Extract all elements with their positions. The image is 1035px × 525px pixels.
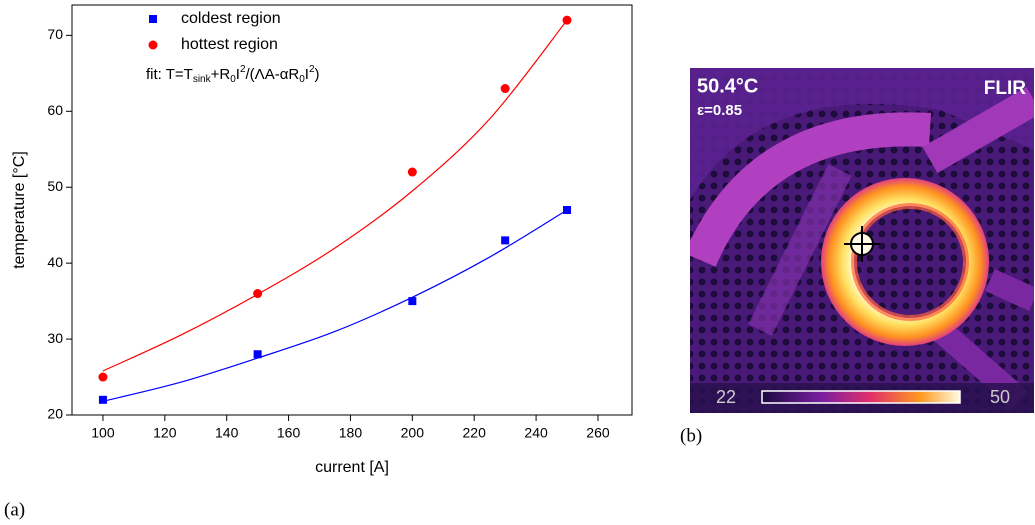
caption-a: (a) bbox=[4, 499, 25, 520]
annotation-part: +R bbox=[211, 66, 231, 83]
image-brand: FLIR bbox=[984, 78, 1026, 99]
data-point bbox=[253, 350, 262, 359]
thermal-image bbox=[690, 68, 1034, 413]
data-point bbox=[98, 372, 108, 382]
legend-marker bbox=[148, 40, 158, 50]
data-point bbox=[407, 167, 417, 177]
y-tick-label: 20 bbox=[47, 406, 63, 422]
data-point bbox=[98, 395, 107, 404]
x-tick-label: 160 bbox=[277, 425, 301, 441]
annotation-part: 0 bbox=[230, 74, 236, 85]
plot-frame bbox=[71, 4, 633, 416]
annotation-part: ) bbox=[315, 66, 320, 83]
annotation-part: 2 bbox=[309, 64, 315, 75]
x-axis-label: current [A] bbox=[315, 459, 389, 476]
annotation-part: I bbox=[305, 66, 309, 83]
legend-marker bbox=[149, 15, 157, 23]
annotation-part: 2 bbox=[240, 64, 246, 75]
image-emissivity: ε=0.85 bbox=[697, 102, 742, 119]
data-point bbox=[408, 297, 417, 306]
y-tick-label: 30 bbox=[47, 330, 63, 346]
x-tick-label: 100 bbox=[91, 425, 115, 441]
fit-annotation: fit: T=Tsink+R0I2/(ΛA-αR0I2) bbox=[146, 64, 320, 85]
legend-label: coldest region bbox=[181, 10, 281, 27]
x-tick-label: 140 bbox=[215, 425, 239, 441]
annotation-part: fit: T=T bbox=[146, 66, 193, 83]
x-tick-label: 260 bbox=[586, 425, 610, 441]
fit-curve bbox=[102, 19, 568, 372]
data-point bbox=[501, 236, 510, 245]
y-tick-label: 70 bbox=[47, 26, 63, 42]
data-point bbox=[253, 289, 263, 299]
x-tick-label: 180 bbox=[339, 425, 363, 441]
annotation-part: I bbox=[236, 66, 240, 83]
x-tick-label: 200 bbox=[401, 425, 425, 441]
data-point bbox=[563, 206, 572, 214]
image-temperature: 50.4°C bbox=[697, 75, 758, 97]
caption-b: (b) bbox=[680, 425, 702, 446]
y-tick-label: 50 bbox=[47, 178, 63, 194]
scale-max: 50 bbox=[990, 387, 1010, 407]
scale-min: 22 bbox=[716, 387, 736, 407]
y-tick-label: 60 bbox=[47, 102, 63, 118]
data-point bbox=[500, 84, 510, 94]
annotation-part: 0 bbox=[299, 74, 305, 85]
data-point bbox=[562, 15, 572, 25]
x-tick-label: 120 bbox=[153, 425, 177, 441]
y-tick-label: 40 bbox=[47, 254, 63, 270]
legend-label: hottest region bbox=[181, 36, 278, 53]
x-tick-label: 240 bbox=[524, 425, 548, 441]
fit-curve bbox=[102, 209, 568, 402]
y-axis-label: temperature [°C] bbox=[11, 151, 28, 269]
annotation-part: /(ΛA-αR bbox=[246, 66, 300, 83]
x-tick-label: 220 bbox=[463, 425, 487, 441]
annotation-part: sink bbox=[193, 74, 212, 85]
